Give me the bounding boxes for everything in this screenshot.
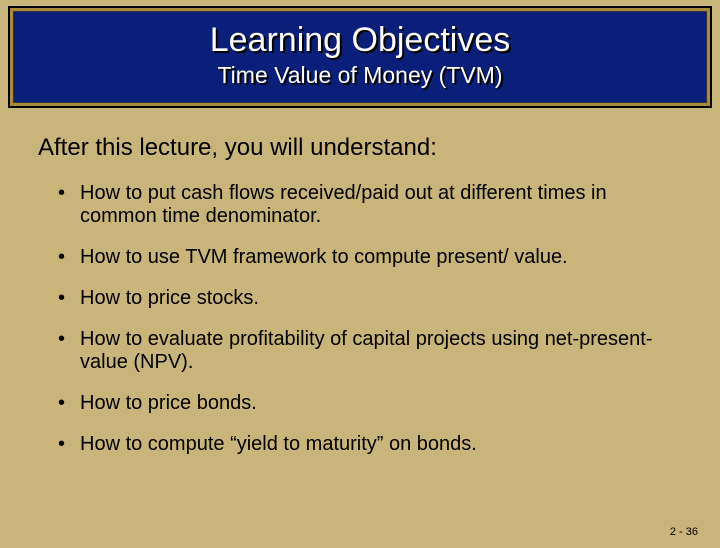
bullet-list: How to put cash flows received/paid out … [38, 182, 682, 456]
content-area: After this lecture, you will understand:… [0, 106, 720, 456]
list-item: How to price stocks. [58, 287, 682, 310]
slide-title: Learning Objectives [13, 21, 707, 60]
list-item: How to put cash flows received/paid out … [58, 182, 682, 228]
title-header-box: Learning Objectives Time Value of Money … [10, 8, 710, 106]
slide-number: 2 - 36 [670, 526, 698, 538]
list-item: How to evaluate profitability of capital… [58, 328, 682, 374]
intro-text: After this lecture, you will understand: [38, 134, 682, 162]
list-item: How to price bonds. [58, 392, 682, 415]
list-item: How to use TVM framework to compute pres… [58, 246, 682, 269]
slide-subtitle: Time Value of Money (TVM) [13, 62, 707, 89]
list-item: How to compute “yield to maturity” on bo… [58, 433, 682, 456]
